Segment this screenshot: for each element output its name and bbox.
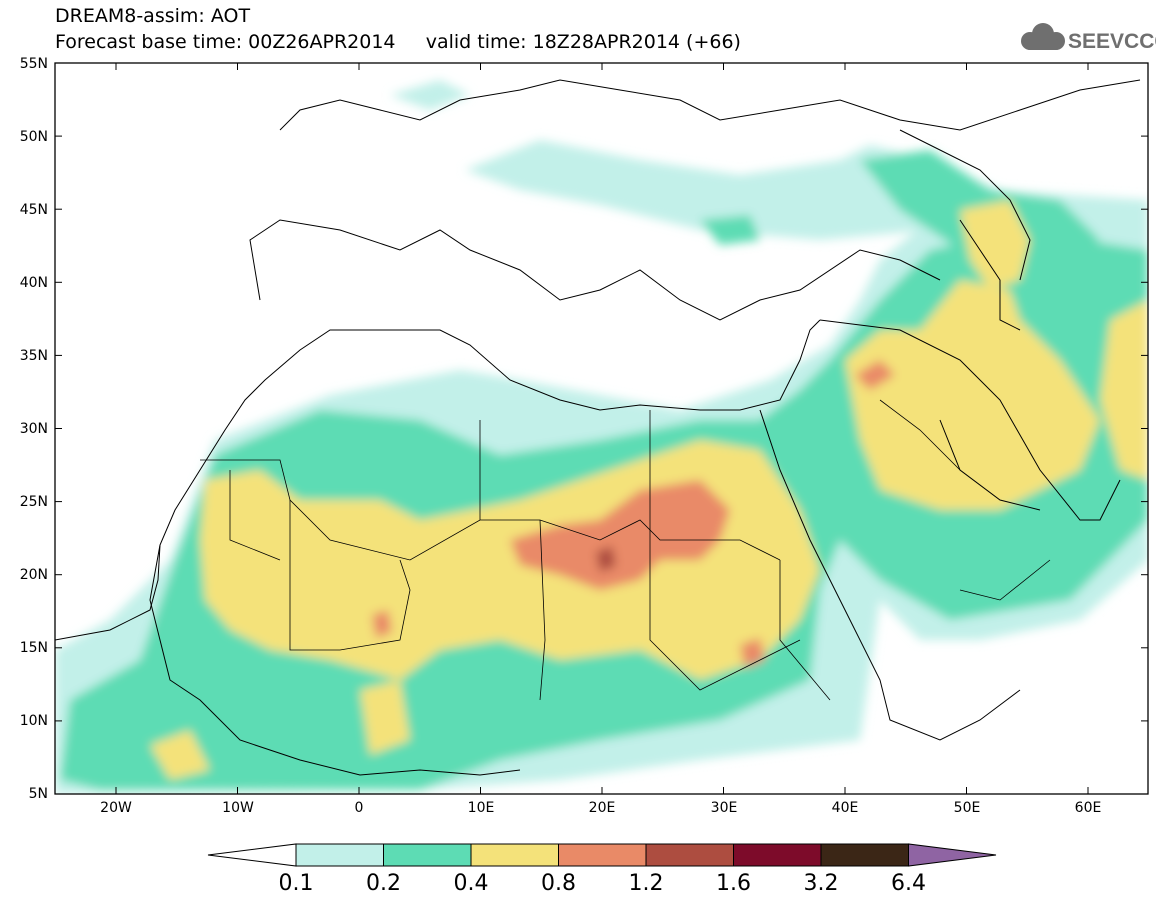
colorbar-label: 3.2 xyxy=(804,871,839,896)
lat-label-35n: 35N xyxy=(20,348,48,364)
longitude-labels: 20W 10W 0 10E 20E 30E 40E 50E 60E xyxy=(100,800,1101,816)
aot-level-1.2 xyxy=(596,546,616,572)
lat-label-15n: 15N xyxy=(20,640,48,656)
latitude-labels: 55N 50N 45N 40N 35N 30N 25N 20N 15N 10N … xyxy=(20,56,48,802)
lat-label-30n: 30N xyxy=(20,421,48,437)
lon-label-20e: 20E xyxy=(589,800,616,816)
colorbar-label: 0.2 xyxy=(366,871,401,896)
lat-label-45n: 45N xyxy=(20,202,48,218)
lon-label-10e: 10E xyxy=(468,800,495,816)
seevccc-logo: SEEVCCC xyxy=(1016,22,1165,56)
lon-label-10w: 10W xyxy=(222,800,254,816)
lat-label-25n: 25N xyxy=(20,494,48,510)
colorbar-swatch-3.2 xyxy=(820,843,909,867)
map-title: DREAM8-assim: AOT xyxy=(55,5,251,27)
colorbar-swatch-0.8 xyxy=(558,843,647,867)
colorbar-label: 0.8 xyxy=(541,871,576,896)
lon-label-30e: 30E xyxy=(711,800,738,816)
lon-label-40e: 40E xyxy=(832,800,859,816)
colorbar-label: 1.6 xyxy=(716,871,751,896)
colorbar-swatch-0.1 xyxy=(295,843,384,867)
lon-label-60e: 60E xyxy=(1075,800,1102,816)
colorbar-label: 0.4 xyxy=(454,871,489,896)
colorbar-swatch-0.4 xyxy=(470,843,559,867)
lat-label-40n: 40N xyxy=(20,275,48,291)
colorbar-label: 1.2 xyxy=(629,871,664,896)
lat-label-55n: 55N xyxy=(20,56,48,72)
lon-label-50e: 50E xyxy=(954,800,981,816)
lat-label-20n: 20N xyxy=(20,567,48,583)
logo-text: SEEVCCC xyxy=(1068,30,1156,53)
lat-label-5n: 5N xyxy=(29,786,48,802)
colorbar-labels: 0.1 0.2 0.4 0.8 1.2 1.6 3.2 6.4 xyxy=(279,871,927,896)
lat-label-10n: 10N xyxy=(20,713,48,729)
lon-label-20w: 20W xyxy=(100,800,132,816)
colorbar xyxy=(207,843,997,867)
lat-label-50n: 50N xyxy=(20,129,48,145)
colorbar-high-arrow xyxy=(908,843,997,867)
colorbar-label: 0.1 xyxy=(279,871,314,896)
forecast-time-line: Forecast base time: 00Z26APR2014 valid t… xyxy=(55,31,741,53)
coastlines xyxy=(55,79,1141,776)
aot-contour-field xyxy=(55,63,1148,794)
axis-ticks xyxy=(55,62,1148,795)
colorbar-label: 6.4 xyxy=(891,871,926,896)
lon-label-0: 0 xyxy=(355,800,364,816)
colorbar-swatch-1.6 xyxy=(733,843,822,867)
colorbar-swatch-1.2 xyxy=(645,843,734,867)
aot-level-0.8 xyxy=(510,480,730,590)
country-borders xyxy=(200,399,1051,701)
colorbar-low-arrow xyxy=(207,843,297,867)
colorbar-swatch-0.2 xyxy=(383,843,472,867)
cloud-icon xyxy=(1021,23,1065,50)
